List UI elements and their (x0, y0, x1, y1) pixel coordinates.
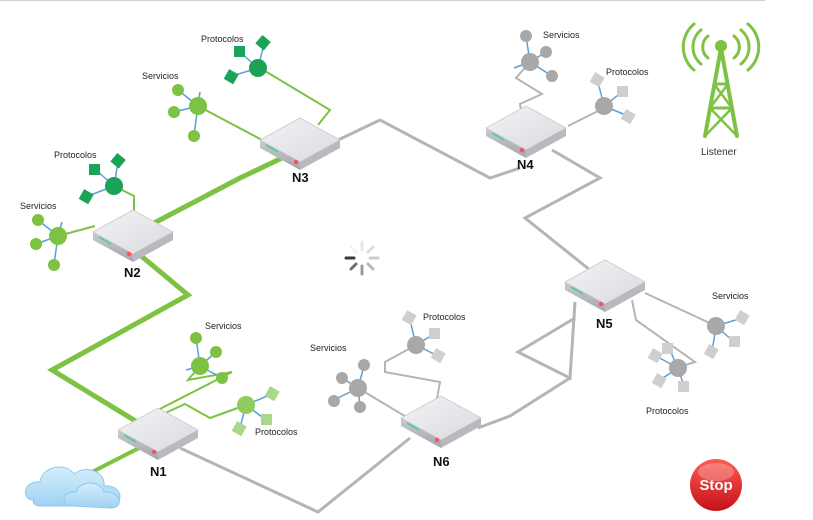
listener-label: Listener (701, 147, 737, 158)
link-n1-n6 (179, 436, 411, 514)
router-n4[interactable] (485, 105, 567, 158)
n4-protocolos-label: Protocolos (606, 67, 649, 77)
n4-label: N4 (517, 157, 534, 172)
n2-label: N2 (124, 265, 141, 280)
n6-label: N6 (433, 454, 450, 469)
protocol-cluster-n2[interactable]: Protocolos (54, 150, 126, 205)
router-n6[interactable] (400, 395, 482, 448)
n3-protocolos-label: Protocolos (201, 34, 244, 44)
n1-servicios-label: Servicios (205, 321, 242, 331)
link-n4-n5 (522, 148, 604, 272)
n6-servicios-label: Servicios (310, 343, 347, 353)
service-cluster-n1[interactable]: Servicios (185, 321, 242, 384)
n3-servicios-label: Servicios (142, 71, 179, 81)
n5-label: N5 (596, 316, 613, 331)
n5-servicios-label: Servicios (712, 291, 749, 301)
router-n1[interactable] (117, 407, 199, 460)
protocol-cluster-n5[interactable]: Protocolos (646, 343, 689, 416)
cloud-icon (25, 466, 121, 509)
n2-protocolos-label: Protocolos (54, 150, 97, 160)
service-cluster-n3[interactable]: Servicios (142, 71, 207, 142)
protocol-cluster-n4[interactable]: Protocolos (589, 67, 649, 125)
service-cluster-n4[interactable]: Servicios (513, 30, 580, 82)
router-n3[interactable] (259, 117, 341, 170)
link-n1-cloud (91, 443, 146, 474)
router-n5[interactable] (564, 259, 646, 312)
listener[interactable]: Listener (681, 22, 761, 158)
link-n6-n5b (477, 376, 571, 430)
stop-button-label: Stop (699, 477, 732, 494)
n4-servicios-label: Servicios (543, 30, 580, 40)
link-n2-n1 (47, 253, 193, 428)
service-cluster-n5[interactable]: Servicios (703, 291, 750, 360)
router-n2[interactable] (92, 209, 174, 262)
service-cluster-n2[interactable]: Servicios (20, 201, 67, 271)
loading-spinner-icon (344, 240, 380, 276)
protocol-cluster-n6[interactable]: Protocolos (401, 310, 466, 364)
protocol-cluster-n3[interactable]: Protocolos (201, 34, 271, 85)
links (47, 118, 604, 514)
n6-protocolos-label: Protocolos (423, 312, 466, 322)
n3-label: N3 (292, 170, 309, 185)
protocol-cluster-n1[interactable]: Protocolos (231, 386, 298, 437)
n1-label: N1 (150, 464, 167, 479)
n1-protocolos-label: Protocolos (255, 427, 298, 437)
n2-servicios-label: Servicios (20, 201, 57, 211)
link-n5-n6 (514, 301, 577, 381)
link-n3-n2 (133, 155, 284, 236)
n5-protocolos-label: Protocolos (646, 406, 689, 416)
service-cluster-n6[interactable]: Servicios (310, 343, 370, 413)
link-n3-n4 (337, 118, 521, 180)
stop-button[interactable]: Stop (690, 459, 742, 511)
radio-tower-icon (681, 22, 761, 138)
